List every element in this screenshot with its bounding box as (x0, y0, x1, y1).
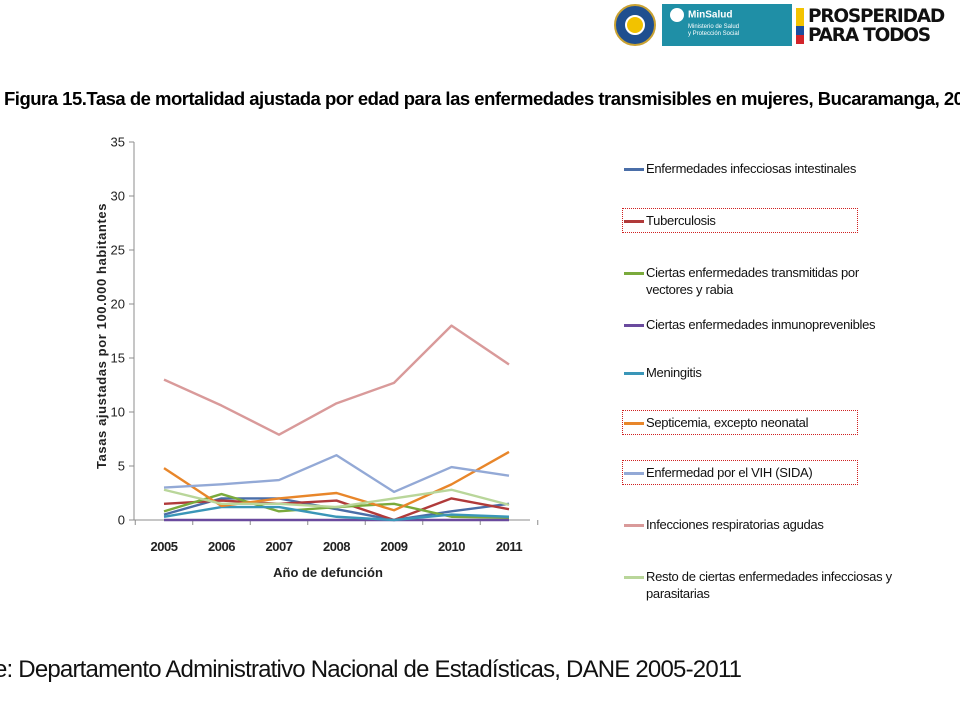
minsalud-logo: MinSalud Ministerio de Salud y Protecció… (662, 4, 792, 46)
y-tick-label: 35 (111, 135, 125, 150)
source-note: e: Departamento Administrativo Nacional … (0, 656, 742, 683)
minsalud-subtitle: Ministerio de Salud y Protección Social (688, 24, 786, 38)
series-line-5 (163, 450, 510, 512)
legend-label: Septicemia, excepto neonatal (646, 415, 809, 430)
legend-swatch (624, 372, 644, 375)
legend-item: Septicemia, excepto neonatal (622, 410, 892, 435)
series-line-1 (163, 497, 510, 522)
x-tick-label: 2006 (208, 539, 235, 554)
legend-item: Resto de ciertas enfermedades infecciosa… (622, 568, 892, 602)
series-line-0 (163, 497, 510, 522)
legend-swatch (624, 220, 644, 223)
x-tick-label: 2007 (266, 539, 293, 554)
seal-emblem-icon (625, 15, 645, 35)
legend-item: Ciertas enfermedades transmitidas por ve… (622, 264, 892, 298)
minsalud-emblem-icon (670, 8, 684, 22)
coat-of-arms-seal (614, 4, 656, 46)
x-tick-label: 2005 (151, 539, 178, 554)
legend-item: Tuberculosis (622, 208, 892, 233)
legend-swatch (624, 422, 644, 425)
legend-item: Infecciones respiratorias agudas (622, 516, 892, 533)
prosperidad-text: PROSPERIDAD PARA TODOS (808, 6, 945, 46)
legend-label: Meningitis (646, 365, 702, 380)
minsalud-label: MinSalud (688, 9, 733, 21)
y-tick-label: 20 (111, 297, 125, 312)
legend-label: Infecciones respiratorias agudas (646, 517, 824, 532)
legend-label: Ciertas enfermedades transmitidas por ve… (646, 265, 859, 297)
legend-label: Ciertas enfermedades inmunoprevenibles (646, 317, 876, 332)
x-tick-label: 2009 (381, 539, 408, 554)
legend-label: Enfermedades infecciosas intestinales (646, 161, 857, 176)
legend-swatch (624, 576, 644, 579)
legend-swatch (624, 524, 644, 527)
x-tick-label: 2010 (438, 539, 465, 554)
legend-swatch (624, 472, 644, 475)
series-line-6 (163, 454, 510, 494)
series-line-7 (163, 324, 510, 436)
x-tick-label: 2008 (323, 539, 350, 554)
header-logos: MinSalud Ministerio de Salud y Protecció… (612, 2, 958, 48)
legend-item: Ciertas enfermedades inmunoprevenibles (622, 316, 892, 333)
legend-item: Meningitis (622, 364, 892, 381)
prosperidad-logo: PROSPERIDAD PARA TODOS (796, 4, 958, 46)
x-axis-title: Año de defunción (273, 565, 383, 580)
minsalud-subtitle-line-1: Ministerio de Salud (688, 24, 740, 30)
legend-swatch (624, 168, 644, 171)
y-tick-label: 15 (111, 351, 125, 366)
prosperidad-line-1: PROSPERIDAD (808, 6, 945, 27)
colombia-flag-icon (796, 8, 804, 44)
legend-label: Tuberculosis (646, 213, 716, 228)
y-tick-label: 25 (111, 243, 125, 258)
legend-label: Resto de ciertas enfermedades infecciosa… (646, 569, 892, 601)
legend-swatch (624, 324, 644, 327)
x-tick-label: 2011 (496, 539, 522, 554)
prosperidad-line-2: PARA TODOS (808, 25, 931, 46)
series-line-8 (163, 488, 510, 509)
y-tick-label: 5 (118, 459, 125, 474)
legend-label: Enfermedad por el VIH (SIDA) (646, 465, 813, 480)
y-axis-title: Tasas ajustadas por 100.000 habitantes (94, 203, 109, 469)
y-tick-label: 0 (118, 513, 125, 528)
minsalud-subtitle-line-2: y Protección Social (688, 31, 740, 37)
legend-item: Enfermedad por el VIH (SIDA) (622, 460, 892, 485)
y-tick-label: 10 (111, 405, 125, 420)
y-tick-label: 30 (111, 189, 125, 204)
figure-title: Figura 15.Tasa de mortalidad ajustada po… (4, 88, 960, 109)
legend-swatch (624, 272, 644, 275)
legend-item: Enfermedades infecciosas intestinales (622, 160, 892, 177)
